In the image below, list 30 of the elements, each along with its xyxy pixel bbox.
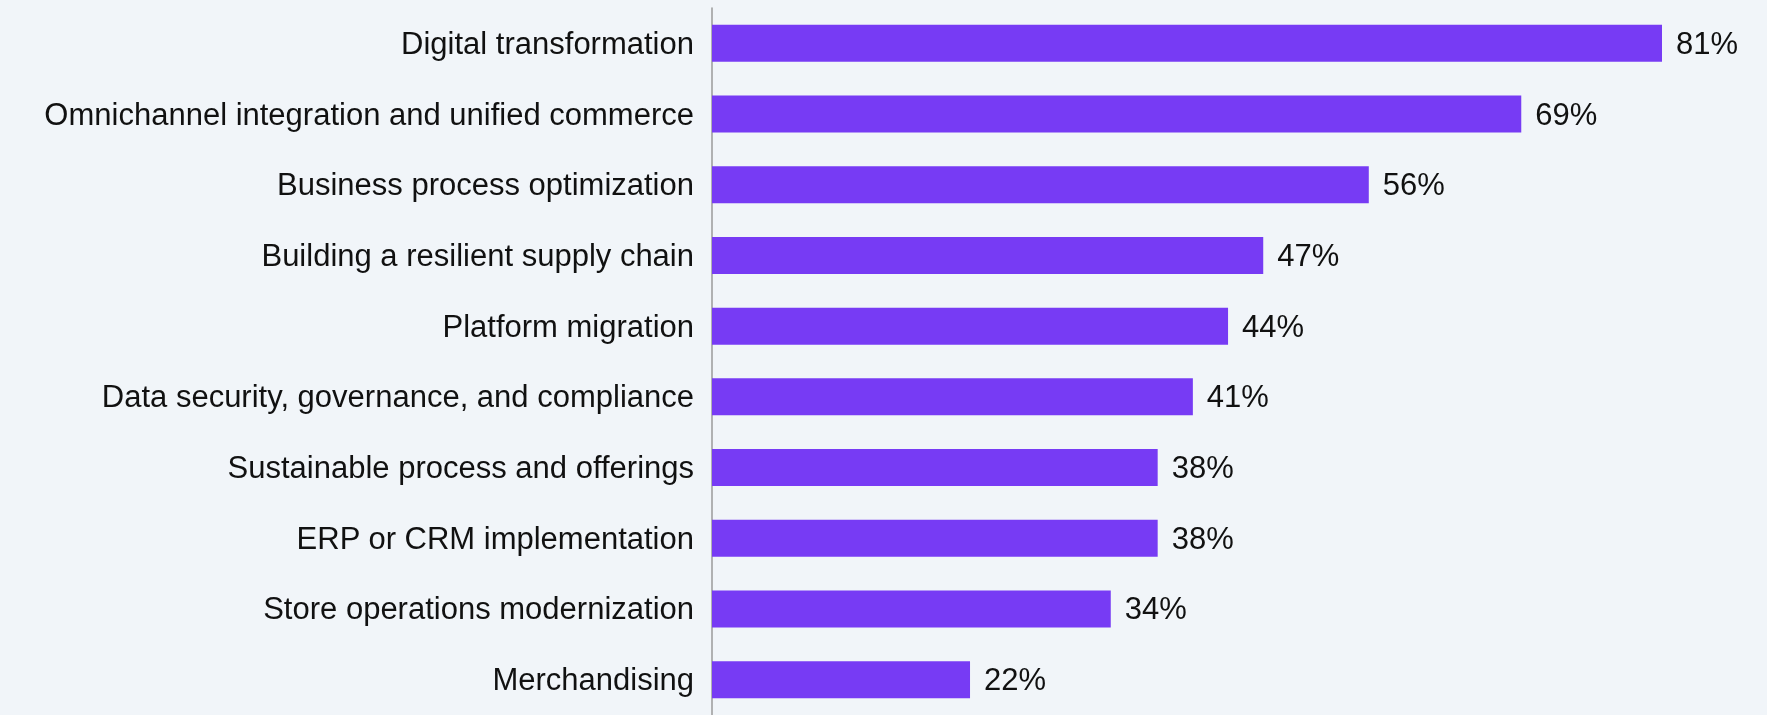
y-tick-label: Merchandising <box>492 662 694 698</box>
bar <box>712 519 1158 557</box>
bar <box>712 166 1369 204</box>
data-label: 69% <box>1535 96 1598 132</box>
y-tick-label: Building a resilient supply chain <box>261 237 694 273</box>
bar <box>712 378 1193 416</box>
data-label: 44% <box>1242 308 1305 344</box>
data-label: 38% <box>1171 450 1234 486</box>
y-tick-label: Business process optimization <box>277 167 694 203</box>
y-tick-label: Data security, governance, and compliance <box>101 379 694 415</box>
y-tick-label: Platform migration <box>442 308 694 344</box>
data-label: 81% <box>1676 25 1739 61</box>
bar <box>712 661 971 699</box>
bar <box>712 590 1111 628</box>
bar <box>712 236 1264 274</box>
data-label: 56% <box>1382 167 1445 203</box>
data-label: 34% <box>1124 591 1187 627</box>
bar <box>712 449 1158 487</box>
data-label: 22% <box>984 662 1047 698</box>
data-label: 38% <box>1171 520 1234 556</box>
y-tick-label: ERP or CRM implementation <box>296 520 694 556</box>
bar <box>712 307 1229 345</box>
y-tick-label: Omnichannel integration and unified commerce <box>44 96 694 132</box>
y-tick-label: Digital transformation <box>401 25 694 61</box>
y-tick-label: Store operations modernization <box>263 591 694 627</box>
data-label: 41% <box>1206 379 1269 415</box>
bar <box>712 24 1662 62</box>
y-tick-label: Sustainable process and offerings <box>227 450 694 486</box>
bar <box>712 95 1522 133</box>
data-label: 47% <box>1277 237 1340 273</box>
